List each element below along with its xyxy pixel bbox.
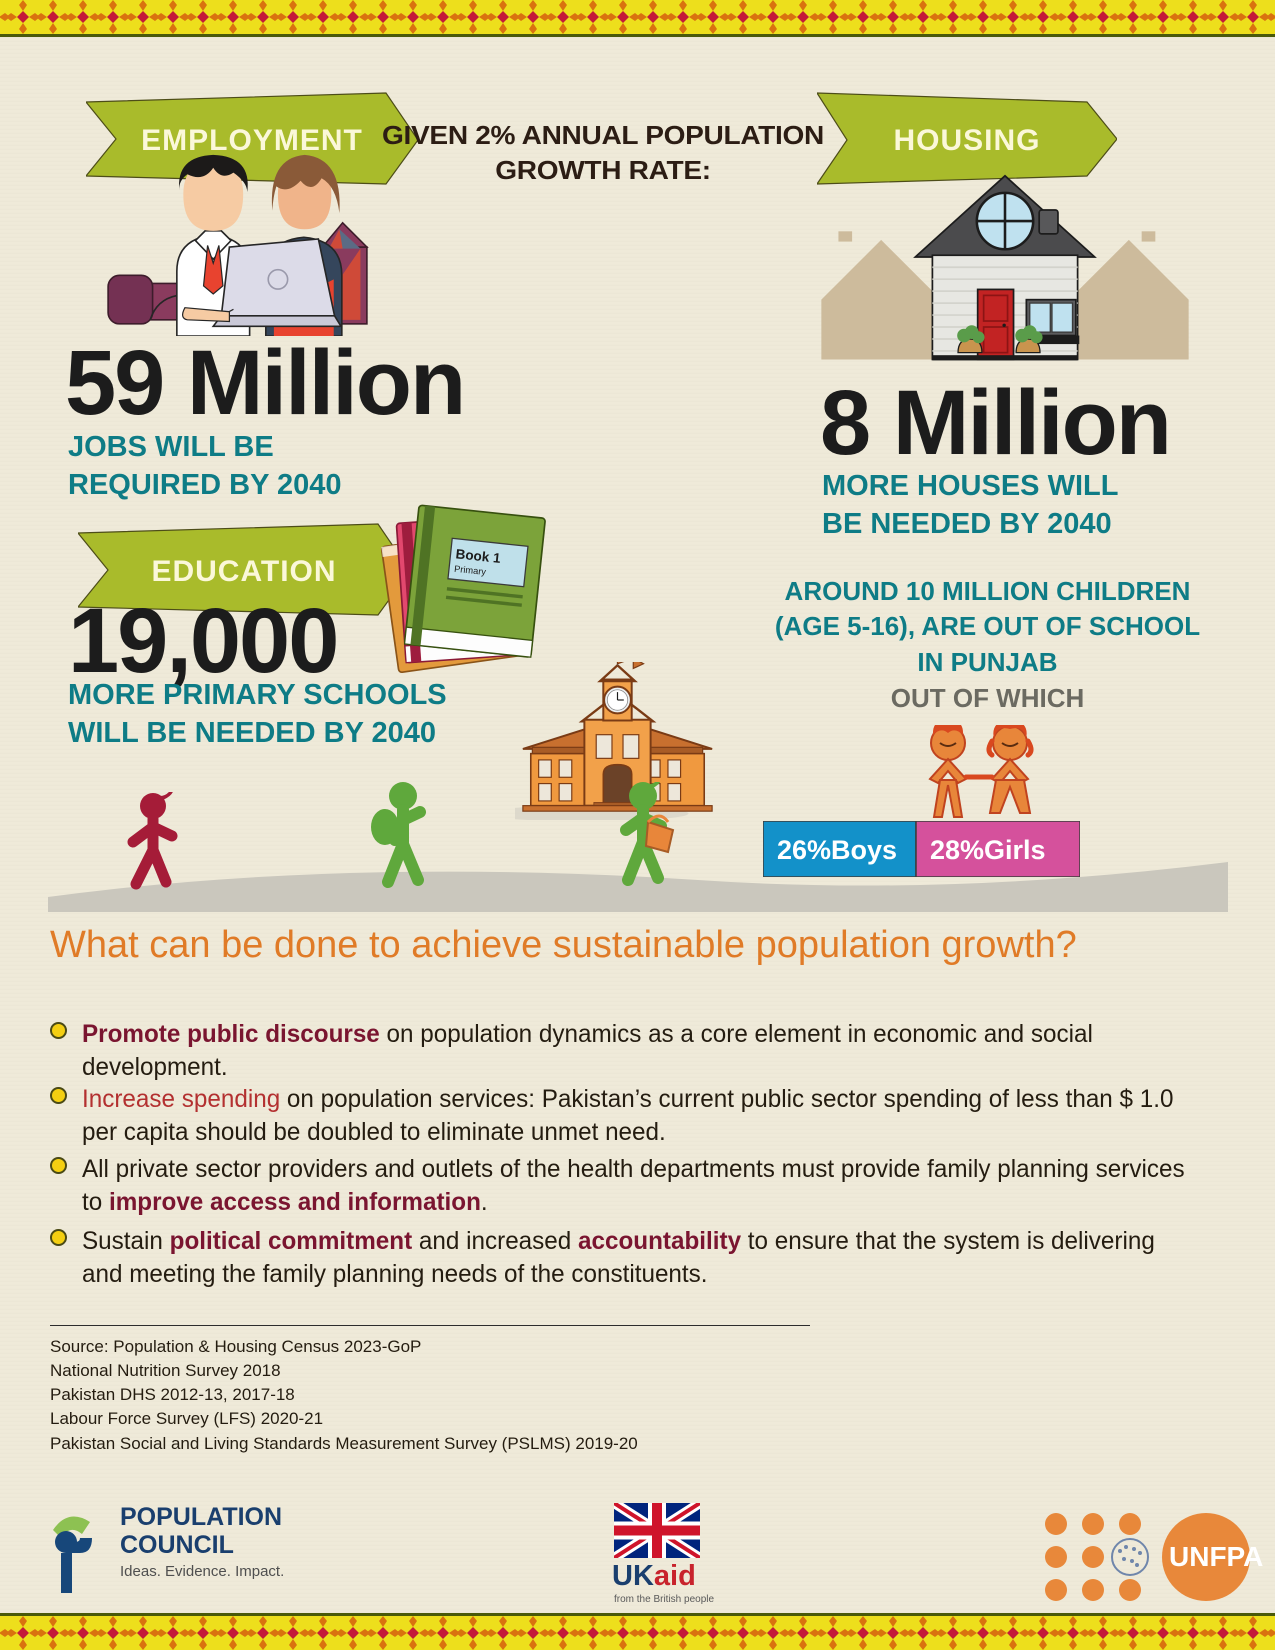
svg-text:HOUSING: HOUSING	[893, 124, 1040, 157]
svg-text:UNFPA: UNFPA	[1169, 1541, 1263, 1572]
svg-text:26%Boys: 26%Boys	[777, 835, 897, 865]
svg-text:28%Girls: 28%Girls	[930, 835, 1046, 865]
svg-text:EDUCATION: EDUCATION	[151, 555, 336, 588]
